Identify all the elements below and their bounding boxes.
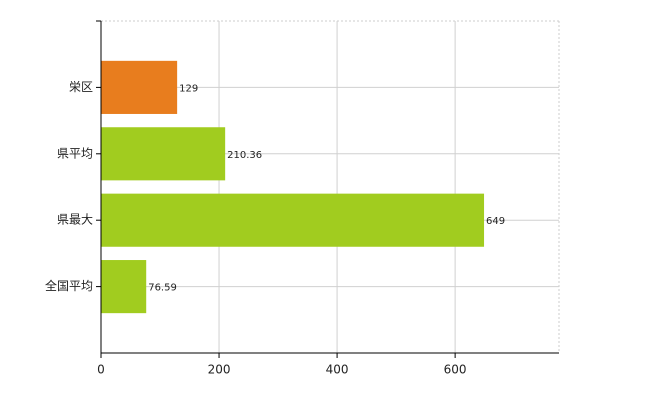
bar [101, 127, 226, 181]
x-tick-label: 0 [97, 363, 105, 377]
x-tick-label: 400 [326, 363, 349, 377]
value-label: 210.36 [227, 150, 262, 161]
bar [101, 193, 485, 247]
x-tick-label: 600 [444, 363, 467, 377]
bar [101, 260, 147, 314]
bar [101, 60, 178, 114]
y-tick-label: 全国平均 [45, 278, 93, 293]
value-label: 649 [486, 216, 505, 227]
y-tick-label: 県平均 [57, 146, 93, 160]
value-label: 76.59 [148, 283, 177, 294]
y-tick-label: 県最大 [57, 213, 93, 227]
y-tick-label: 栄区 [69, 80, 93, 94]
value-label: 129 [179, 83, 198, 94]
x-tick-label: 200 [208, 363, 231, 377]
